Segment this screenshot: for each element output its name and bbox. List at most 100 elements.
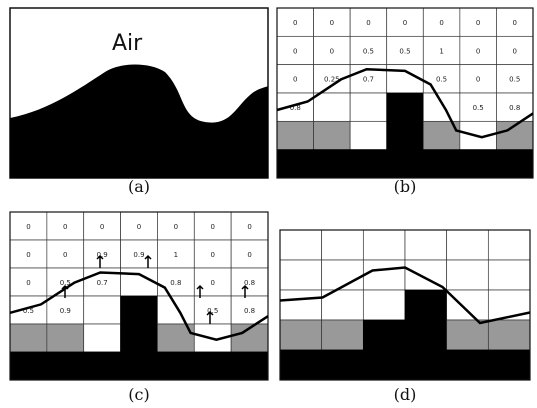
- cell-value: 0: [26, 279, 30, 287]
- cell: [280, 320, 322, 350]
- cell-value: 0: [63, 251, 67, 259]
- cell: [363, 260, 405, 290]
- cell-value: 0: [100, 223, 104, 231]
- cell: [157, 296, 194, 324]
- cell: [231, 352, 268, 380]
- cell: [447, 260, 489, 290]
- cell: [280, 260, 322, 290]
- cell-value: 1: [174, 251, 178, 259]
- cell: [194, 352, 231, 380]
- cell: [350, 93, 387, 121]
- caption: (a): [128, 177, 150, 196]
- cell: [447, 350, 489, 380]
- cell: [488, 290, 530, 320]
- cell-value: 0.5: [473, 104, 484, 112]
- cell: [47, 324, 84, 352]
- cell-value: 0.5: [436, 76, 447, 84]
- cell-value: 0: [293, 19, 297, 27]
- cell-value: 0.8: [244, 307, 255, 315]
- cell: [314, 121, 351, 149]
- cell: [84, 324, 121, 352]
- cell: [10, 324, 47, 352]
- cell-value: 0: [210, 223, 214, 231]
- cell: [488, 350, 530, 380]
- cell: [405, 290, 447, 320]
- cell-value: 0.8: [244, 279, 255, 287]
- figure: Air (a) (b) (c) (d) 0 0 0 0 0 0 0 0 0 0.5 0.5 1 0 0 0 0…: [0, 0, 537, 408]
- cell: [488, 260, 530, 290]
- cell-value: 0: [174, 223, 178, 231]
- cell-value: 0: [137, 223, 141, 231]
- cell: [447, 320, 489, 350]
- cell: [314, 93, 351, 121]
- cell: [84, 352, 121, 380]
- cell: [47, 352, 84, 380]
- cell-value: 0: [512, 47, 516, 55]
- cell: [277, 121, 314, 149]
- cell: [423, 93, 460, 121]
- cell: [405, 320, 447, 350]
- cell-value: 0.8: [170, 279, 181, 287]
- cell-value: 0: [366, 19, 370, 27]
- cell: [387, 93, 424, 121]
- cell: [405, 350, 447, 380]
- cell: [363, 320, 405, 350]
- cell: [363, 230, 405, 260]
- cell: [322, 320, 364, 350]
- cell-value: 0.7: [363, 76, 374, 84]
- caption: (d): [394, 385, 417, 404]
- cell: [280, 350, 322, 380]
- cell: [322, 350, 364, 380]
- cell: [423, 150, 460, 178]
- cell: [121, 296, 158, 324]
- cell: [277, 150, 314, 178]
- cell: [387, 121, 424, 149]
- cell-value: 0: [512, 19, 516, 27]
- cell-value: 0: [210, 279, 214, 287]
- cell: [314, 150, 351, 178]
- caption: (c): [128, 385, 149, 404]
- cell-value: 0: [26, 251, 30, 259]
- cell-value: 0.7: [97, 279, 108, 287]
- panel-d: [280, 230, 530, 380]
- cell: [84, 296, 121, 324]
- cell: [350, 150, 387, 178]
- caption: (b): [394, 177, 417, 196]
- cell-value: 0: [63, 223, 67, 231]
- cell: [280, 230, 322, 260]
- cell: [350, 121, 387, 149]
- cell-value: 1: [439, 47, 443, 55]
- cell-value: 0: [476, 47, 480, 55]
- cell: [447, 230, 489, 260]
- cell-value: 0: [247, 251, 251, 259]
- cell: [121, 324, 158, 352]
- cell: [10, 352, 47, 380]
- cell-value: 0.8: [509, 104, 520, 112]
- cell-value: 0: [330, 19, 334, 27]
- cell-value: 0: [293, 76, 297, 84]
- cell-value: 0: [293, 47, 297, 55]
- cell: [447, 290, 489, 320]
- cell-value: 0: [403, 19, 407, 27]
- cell: [488, 320, 530, 350]
- cell: [363, 290, 405, 320]
- cell: [157, 352, 194, 380]
- cell-value: 0.9: [133, 251, 144, 259]
- cell: [322, 230, 364, 260]
- panel-a: Air (a): [10, 8, 268, 196]
- cell: [280, 290, 322, 320]
- cell-value: 0.5: [363, 47, 374, 55]
- cell: [121, 352, 158, 380]
- cell: [496, 150, 533, 178]
- cell-value: 0.5: [399, 47, 410, 55]
- cell-value: 0: [210, 251, 214, 259]
- cell-value: 0.9: [60, 307, 71, 315]
- cell-value: 0: [476, 19, 480, 27]
- cell-value: 0: [26, 223, 30, 231]
- cell-value: 0: [476, 76, 480, 84]
- cell: [387, 150, 424, 178]
- cell-value: 0.5: [509, 76, 520, 84]
- cell: [460, 150, 497, 178]
